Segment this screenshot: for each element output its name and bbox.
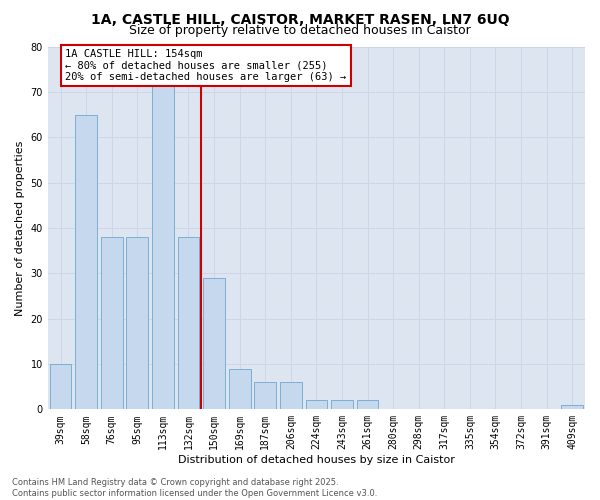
Y-axis label: Number of detached properties: Number of detached properties — [15, 140, 25, 316]
Bar — [356, 400, 379, 409]
Bar — [562, 405, 583, 409]
Bar — [101, 237, 122, 410]
Bar — [305, 400, 327, 409]
Bar — [229, 368, 251, 410]
Bar — [280, 382, 302, 409]
Bar — [203, 278, 225, 409]
Text: 1A, CASTLE HILL, CAISTOR, MARKET RASEN, LN7 6UQ: 1A, CASTLE HILL, CAISTOR, MARKET RASEN, … — [91, 12, 509, 26]
Text: Size of property relative to detached houses in Caistor: Size of property relative to detached ho… — [129, 24, 471, 37]
Bar — [254, 382, 276, 409]
Bar — [152, 69, 174, 409]
Text: 1A CASTLE HILL: 154sqm
← 80% of detached houses are smaller (255)
20% of semi-de: 1A CASTLE HILL: 154sqm ← 80% of detached… — [65, 49, 346, 82]
X-axis label: Distribution of detached houses by size in Caistor: Distribution of detached houses by size … — [178, 455, 455, 465]
Bar — [50, 364, 71, 410]
Text: Contains HM Land Registry data © Crown copyright and database right 2025.
Contai: Contains HM Land Registry data © Crown c… — [12, 478, 377, 498]
Bar — [127, 237, 148, 410]
Bar — [331, 400, 353, 409]
Bar — [75, 114, 97, 410]
Bar — [178, 237, 199, 410]
